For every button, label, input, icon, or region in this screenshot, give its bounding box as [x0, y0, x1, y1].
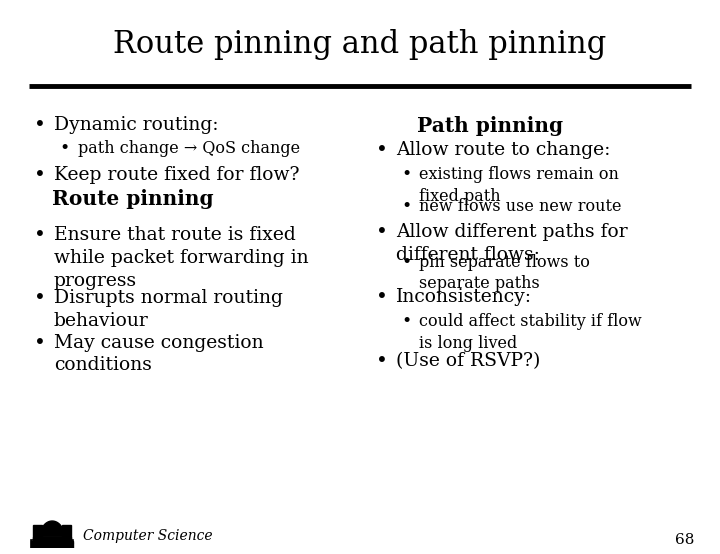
Text: (Use of RSVP?): (Use of RSVP?) [396, 352, 541, 370]
Bar [34, 537, 71, 541]
Text: existing flows remain on
fixed path: existing flows remain on fixed path [419, 166, 619, 205]
Text: •: • [402, 313, 412, 330]
Bar [31, 543, 73, 548]
Text: •: • [402, 166, 412, 183]
Text: •: • [34, 166, 45, 185]
Text: •: • [376, 141, 387, 160]
Text: •: • [402, 254, 412, 271]
Text: Keep route fixed for flow?: Keep route fixed for flow? [54, 166, 300, 184]
Text: 68: 68 [675, 533, 695, 547]
Text: •: • [376, 288, 387, 307]
Text: Route pinning and path pinning: Route pinning and path pinning [113, 29, 607, 60]
Text: •: • [402, 198, 412, 215]
Bar [34, 525, 42, 541]
Text: path change → QoS change: path change → QoS change [78, 140, 300, 157]
Bar [63, 525, 71, 541]
Text: •: • [34, 226, 45, 245]
Text: Allow route to change:: Allow route to change: [396, 141, 611, 159]
Bar [31, 540, 73, 550]
Text: pin separate flows to
separate paths: pin separate flows to separate paths [419, 254, 590, 293]
Text: •: • [34, 289, 45, 308]
Bar [31, 541, 73, 543]
Text: Inconsistency:: Inconsistency: [396, 288, 532, 306]
Text: Dynamic routing:: Dynamic routing: [54, 116, 218, 134]
Text: •: • [376, 223, 387, 242]
Text: Disrupts normal routing
behaviour: Disrupts normal routing behaviour [54, 289, 283, 330]
Text: could affect stability if flow
is long lived: could affect stability if flow is long l… [419, 313, 642, 352]
Text: •: • [60, 140, 70, 157]
Polygon shape [40, 521, 64, 537]
Text: •: • [376, 352, 387, 371]
Text: Path pinning: Path pinning [417, 116, 562, 136]
Text: May cause congestion
conditions: May cause congestion conditions [54, 334, 264, 375]
Text: Allow different paths for
different flows:: Allow different paths for different flow… [396, 223, 628, 264]
Text: Route pinning: Route pinning [53, 189, 214, 209]
Text: Computer Science: Computer Science [83, 529, 212, 543]
Text: Ensure that route is fixed
while packet forwarding in
progress: Ensure that route is fixed while packet … [54, 226, 309, 290]
Text: •: • [34, 334, 45, 352]
Text: new flows use new route: new flows use new route [419, 198, 621, 215]
Text: UCL: UCL [43, 540, 61, 549]
Text: •: • [34, 116, 45, 135]
